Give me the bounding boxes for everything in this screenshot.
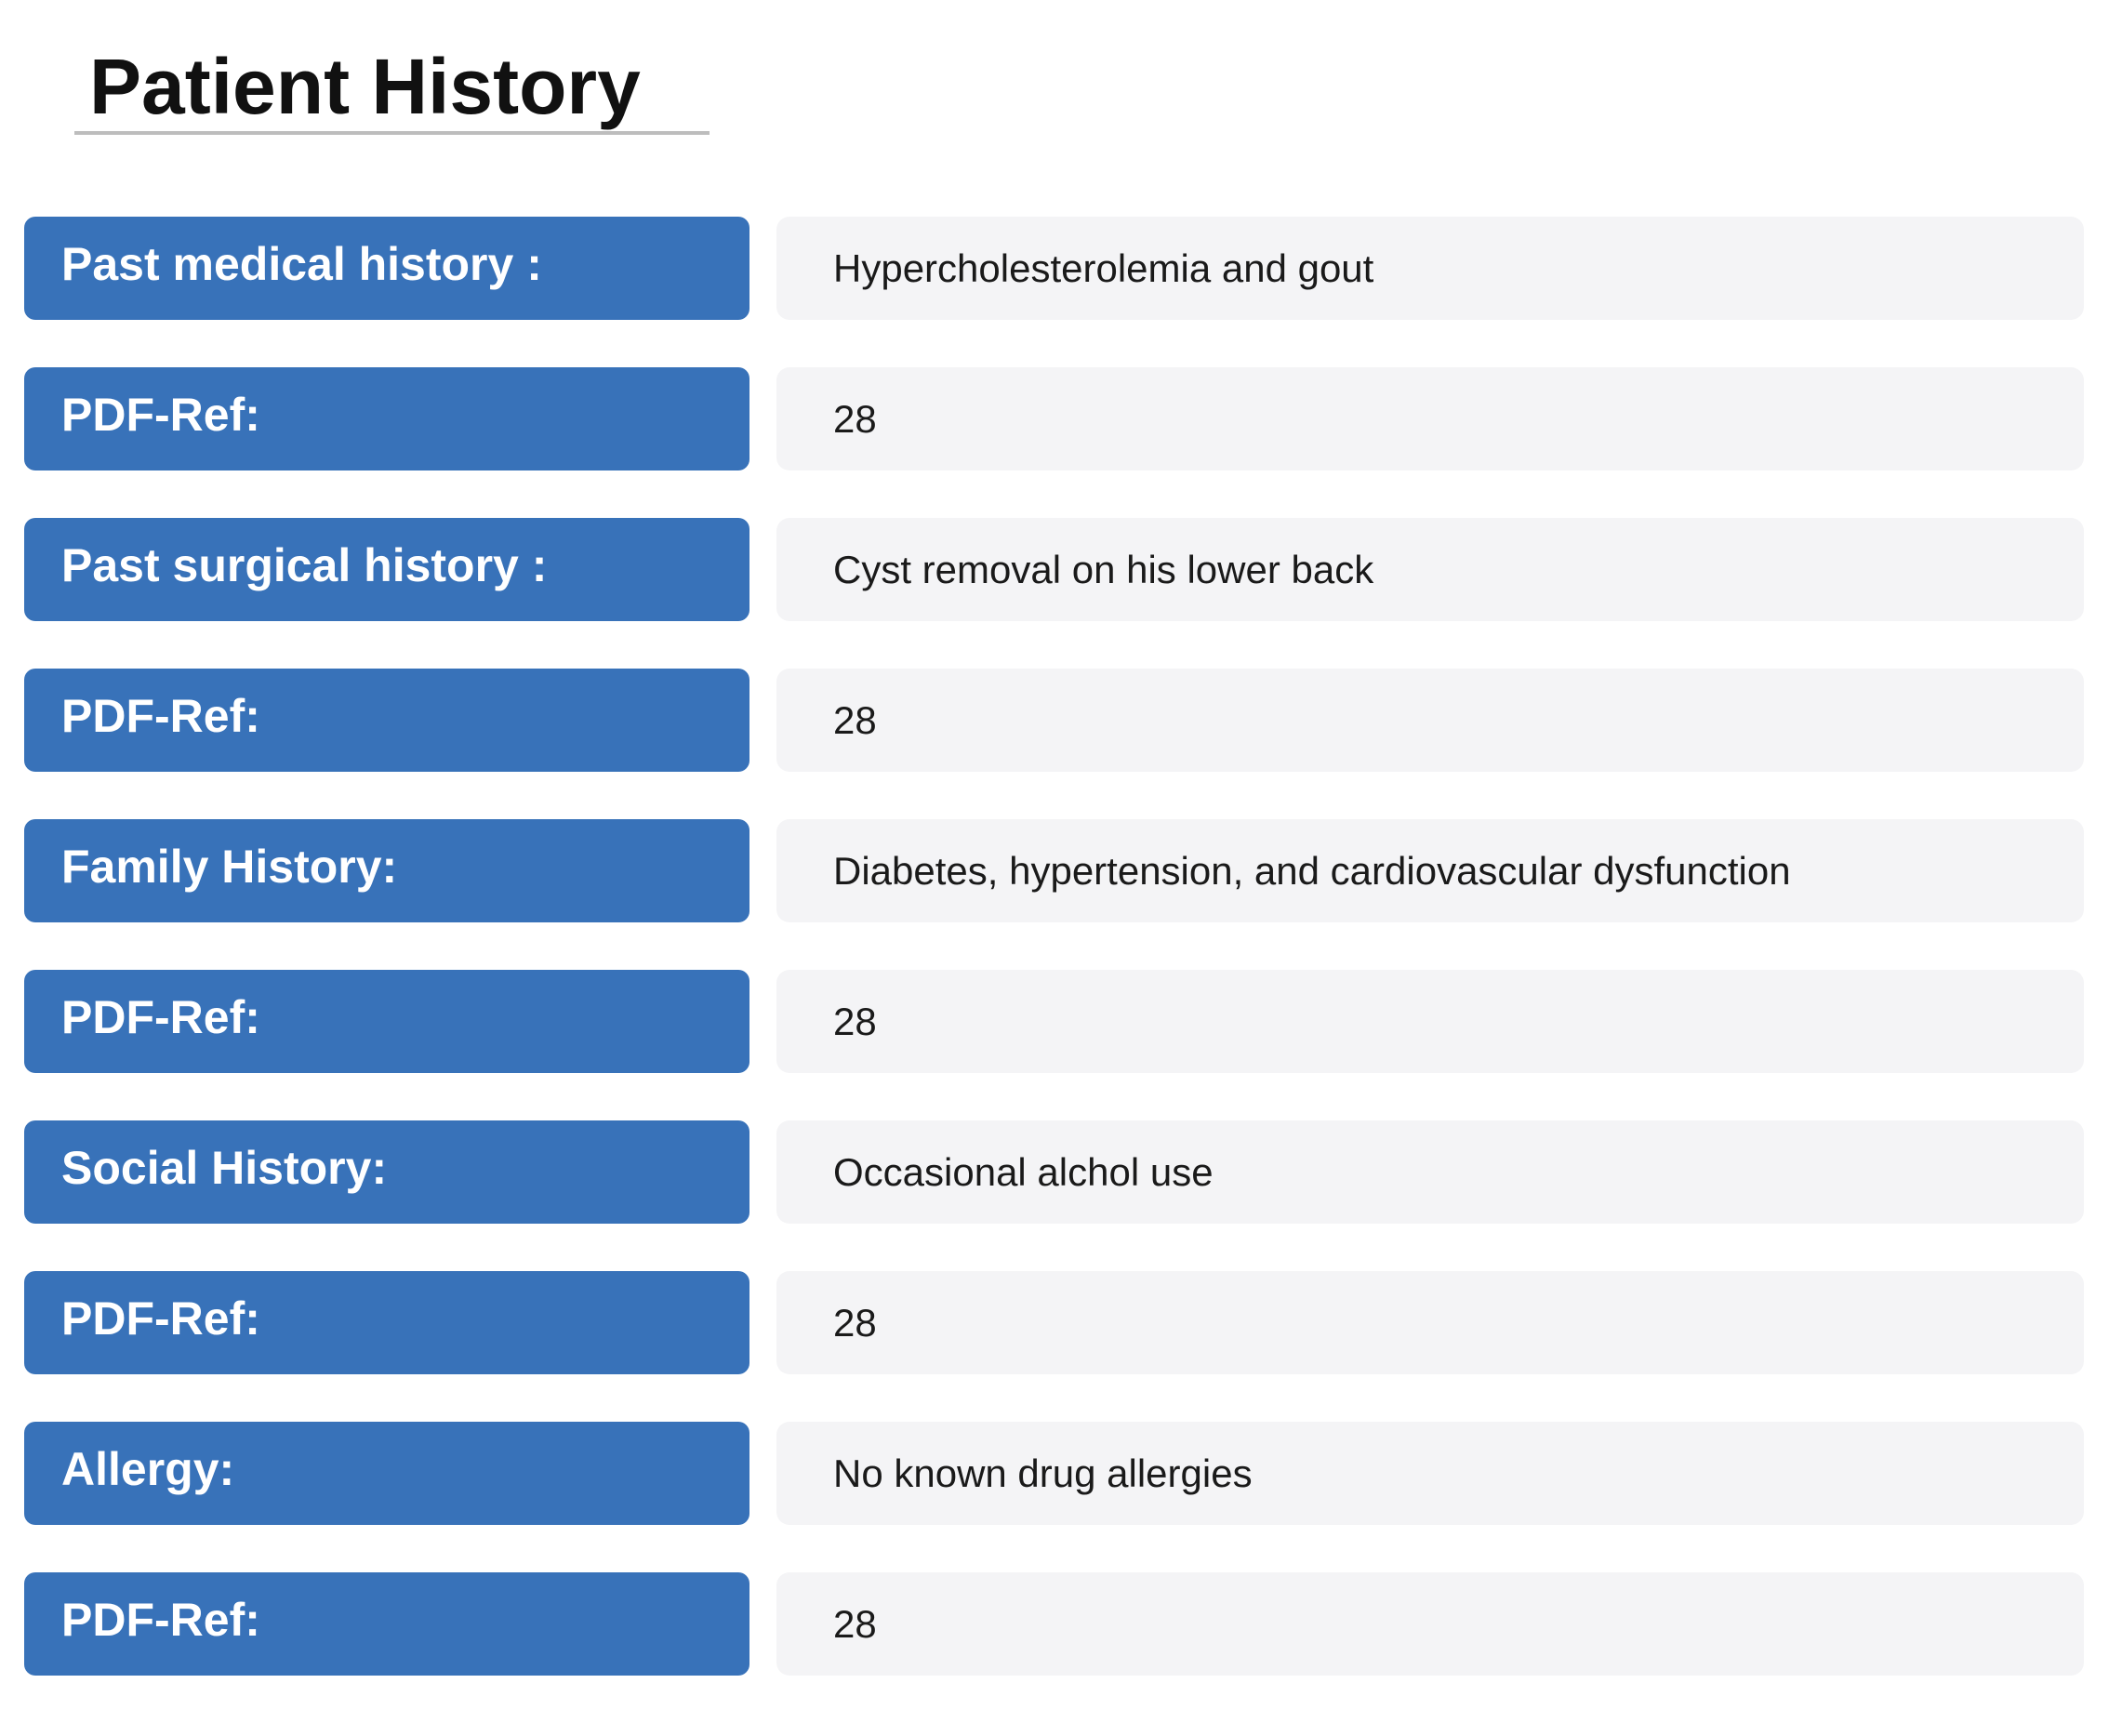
field-value-pdf-ref: 28: [776, 669, 2084, 772]
field-label-allergy: Allergy:: [24, 1422, 749, 1525]
field-label-social-history: Social History:: [24, 1120, 749, 1224]
history-row-pdf-ref: PDF-Ref: 28: [24, 367, 2084, 470]
history-row-family: Family History: Diabetes, hypertension, …: [24, 819, 2084, 922]
history-row-past-surgical: Past surgical history : Cyst removal on …: [24, 518, 2084, 621]
history-row-pdf-ref: PDF-Ref: 28: [24, 669, 2084, 772]
field-value-past-medical-history: Hypercholesterolemia and gout: [776, 217, 2084, 320]
field-value-family-history: Diabetes, hypertension, and cardiovascul…: [776, 819, 2084, 922]
title-underline: [74, 131, 710, 135]
page-title: Patient History: [89, 43, 641, 130]
field-label-pdf-ref: PDF-Ref:: [24, 1572, 749, 1676]
field-value-pdf-ref: 28: [776, 367, 2084, 470]
history-row-social: Social History: Occasional alchol use: [24, 1120, 2084, 1224]
field-value-social-history: Occasional alchol use: [776, 1120, 2084, 1224]
history-list: Past medical history : Hypercholesterole…: [24, 217, 2084, 1723]
field-value-pdf-ref: 28: [776, 970, 2084, 1073]
field-label-pdf-ref: PDF-Ref:: [24, 970, 749, 1073]
field-value-pdf-ref: 28: [776, 1572, 2084, 1676]
field-value-past-surgical-history: Cyst removal on his lower back: [776, 518, 2084, 621]
history-row-pdf-ref: PDF-Ref: 28: [24, 970, 2084, 1073]
history-row-allergy: Allergy: No known drug allergies: [24, 1422, 2084, 1525]
field-label-pdf-ref: PDF-Ref:: [24, 367, 749, 470]
field-label-family-history: Family History:: [24, 819, 749, 922]
field-label-pdf-ref: PDF-Ref:: [24, 669, 749, 772]
history-row-past-medical: Past medical history : Hypercholesterole…: [24, 217, 2084, 320]
field-label-past-surgical-history: Past surgical history :: [24, 518, 749, 621]
field-value-allergy: No known drug allergies: [776, 1422, 2084, 1525]
field-label-pdf-ref: PDF-Ref:: [24, 1271, 749, 1374]
field-value-pdf-ref: 28: [776, 1271, 2084, 1374]
history-row-pdf-ref: PDF-Ref: 28: [24, 1572, 2084, 1676]
history-row-pdf-ref: PDF-Ref: 28: [24, 1271, 2084, 1374]
field-label-past-medical-history: Past medical history :: [24, 217, 749, 320]
